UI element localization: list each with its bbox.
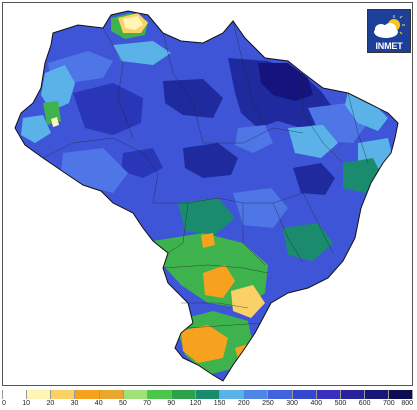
- zone-cream-north-tip: [123, 16, 143, 30]
- zone-teal-south-central: [178, 198, 235, 235]
- legend-tick-label: 30: [70, 400, 79, 407]
- legend-swatch: [75, 390, 100, 399]
- zone-extreme-central: [163, 79, 223, 118]
- precipitation-map: [14, 10, 399, 382]
- zone-teal-southeast: [283, 223, 333, 261]
- legend-tick-label: 500: [334, 400, 347, 407]
- legend-swatch: [99, 390, 124, 399]
- legend-swatch: [364, 390, 389, 399]
- legend-tick-label: 800: [401, 400, 413, 407]
- legend-swatch: [244, 390, 269, 399]
- legend-tick-label: 400: [310, 400, 323, 407]
- zone-yellow-south: [231, 285, 265, 318]
- zone-orange-far-south: [181, 325, 228, 363]
- legend-tick-label: 300: [286, 400, 298, 407]
- legend-tick-label: 50: [118, 400, 127, 407]
- legend-tick-label: 0: [2, 400, 6, 407]
- zone-moderate-center-south: [233, 188, 288, 228]
- legend-swatch: [292, 390, 317, 399]
- zone-high-midwest: [121, 148, 163, 178]
- legend-swatch: [2, 390, 28, 399]
- legend-tick-label: 10: [22, 400, 31, 407]
- legend-swatch: [51, 390, 76, 399]
- legend-swatch: [27, 390, 52, 399]
- legend-tick-label: 600: [358, 400, 371, 407]
- legend-swatch: [316, 390, 341, 399]
- legend-swatch: [196, 390, 221, 399]
- legend-swatch: [147, 390, 172, 399]
- legend-swatch: [389, 390, 414, 399]
- zone-light-northeast-coast: [345, 91, 388, 131]
- logo-text: INMET: [375, 41, 403, 51]
- zone-light-northwest: [41, 65, 75, 111]
- zone-cream-west-spot: [51, 117, 59, 127]
- legend-tick-label: 250: [262, 400, 274, 407]
- legend-tick-label: 70: [143, 400, 151, 407]
- zone-moderate-southwest: [61, 148, 128, 193]
- state-borders: [42, 20, 369, 329]
- zone-orange-southwest-spot: [201, 233, 215, 248]
- zone-high-west: [73, 83, 143, 135]
- inmet-logo: INMET: [367, 9, 411, 53]
- zone-very-high-east: [293, 163, 335, 195]
- zone-extreme-north-coast: [258, 63, 313, 101]
- legend-tick-label: 700: [382, 400, 395, 407]
- legend-tick-label: 150: [213, 400, 226, 407]
- color-scale-bar: [2, 390, 414, 399]
- zone-very-high-center: [183, 143, 238, 178]
- zone-light-north: [113, 41, 171, 65]
- map-frame: INMET: [2, 2, 413, 386]
- zone-orange-south: [203, 265, 235, 298]
- legend-swatch: [171, 390, 196, 399]
- zone-light-central-east: [288, 125, 338, 158]
- legend-swatch: [340, 390, 365, 399]
- zone-moderate-interior: [235, 125, 273, 153]
- color-scale-ticks: 0 10 20 30 40 50 70 90 120 150 200 250 300 400 500 600 7…: [2, 399, 413, 410]
- legend-tick-label: 120: [189, 400, 202, 407]
- legend-swatch: [268, 390, 293, 399]
- legend-swatch: [220, 390, 245, 399]
- legend-tick-label: 20: [46, 400, 55, 407]
- zone-light-west: [21, 115, 51, 143]
- legend-swatch: [123, 390, 148, 399]
- sun-cloud-icon: [374, 15, 405, 38]
- legend-tick-label: 200: [237, 400, 250, 407]
- legend-tick-label: 40: [94, 400, 103, 407]
- legend-tick-label: 90: [167, 400, 176, 407]
